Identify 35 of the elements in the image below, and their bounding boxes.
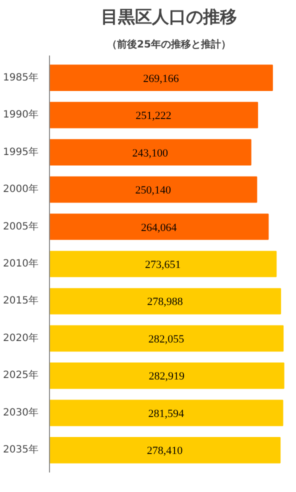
data-label: 278,410 — [146, 445, 184, 458]
bar — [50, 102, 258, 128]
bar — [50, 64, 273, 91]
bar — [50, 176, 258, 203]
y-tick-label: 2005年 — [3, 220, 39, 232]
data-label: 243,100 — [132, 147, 169, 160]
bar — [50, 437, 281, 464]
data-label: 273,651 — [144, 259, 181, 271]
bar — [50, 288, 282, 314]
data-label: 282,055 — [148, 333, 185, 346]
y-tick-label: 1985年 — [3, 71, 39, 84]
chart-title: 目黒区人口の推移 — [101, 8, 237, 28]
data-label: 251,222 — [136, 110, 172, 122]
data-label: 282,919 — [148, 370, 186, 383]
bar — [50, 139, 252, 166]
data-label: 250,140 — [135, 184, 172, 197]
chart-subtitle: （前後25年の推移と推計） — [107, 38, 231, 50]
y-tick-label: 2035年 — [3, 444, 39, 456]
bar — [50, 362, 284, 389]
y-tick-label: 2010年 — [3, 258, 39, 270]
y-tick-label: 2020年 — [3, 332, 39, 344]
data-label: 281,594 — [148, 408, 184, 420]
bar — [50, 214, 269, 240]
y-tick-label: 2015年 — [3, 294, 39, 307]
y-tick-label: 2025年 — [3, 369, 39, 382]
y-tick-label: 2000年 — [3, 183, 39, 196]
y-tick-label: 2030年 — [3, 406, 39, 418]
y-tick-label: 1995年 — [3, 146, 39, 158]
bar — [50, 250, 277, 278]
y-tick-label: 1990年 — [3, 108, 39, 121]
data-label: 278,988 — [147, 296, 184, 308]
data-label: 264,064 — [140, 222, 178, 234]
bar — [50, 325, 284, 352]
data-label: 269,166 — [143, 72, 180, 85]
bar — [50, 400, 284, 426]
